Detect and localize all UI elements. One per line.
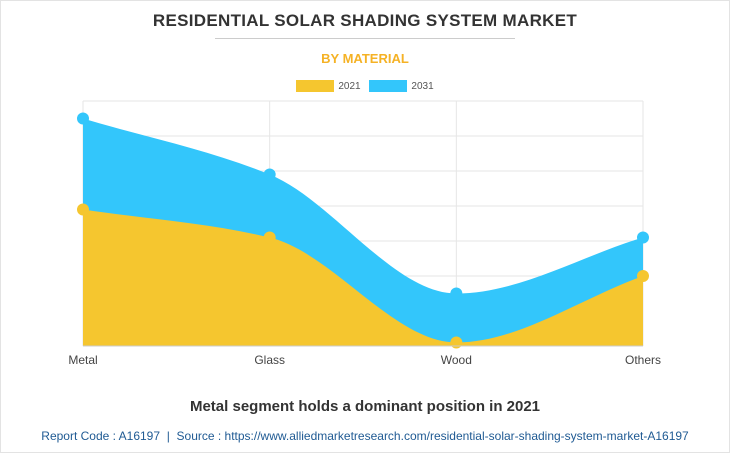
chart-caption: Metal segment holds a dominant position …: [189, 398, 541, 415]
x-tick-label-metal: Metal: [68, 353, 97, 367]
legend-label-2021: 2021: [338, 80, 361, 92]
point-2021-metal: [77, 203, 89, 216]
legend-swatch-2031: [369, 80, 408, 92]
point-2021-glass: [263, 231, 276, 244]
x-tick-label-wood: Wood: [441, 353, 472, 367]
legend-item-2021[interactable]: 2021: [296, 80, 361, 92]
point-2031-others: [637, 231, 649, 244]
source-link[interactable]: Source : https://www.alliedmarketresearc…: [176, 429, 689, 443]
chart-legend: 2021 2031: [0, 80, 730, 95]
x-tick-label-others: Others: [625, 353, 661, 367]
legend-item-2031[interactable]: 2031: [369, 80, 434, 92]
point-2021-wood: [450, 336, 463, 349]
report-code: Report Code : A16197: [41, 429, 161, 443]
chart-title: RESIDENTIAL SOLAR SHADING SYSTEM MARKET: [152, 11, 578, 30]
chart-subtitle: BY MATERIAL: [321, 51, 409, 66]
area-series-2021: [83, 209, 643, 346]
point-2021-others: [637, 270, 649, 282]
x-tick-label-glass: Glass: [254, 353, 285, 367]
footer-source: Report Code : A16197 | Source : https://…: [0, 429, 730, 443]
legend-label-2031: 2031: [411, 80, 434, 92]
title-divider: [215, 38, 515, 39]
point-2031-wood: [450, 287, 463, 300]
legend-swatch-2021: [296, 80, 335, 92]
footer-separator: |: [166, 429, 170, 443]
point-2031-metal: [77, 112, 89, 125]
point-2031-glass: [263, 168, 276, 181]
